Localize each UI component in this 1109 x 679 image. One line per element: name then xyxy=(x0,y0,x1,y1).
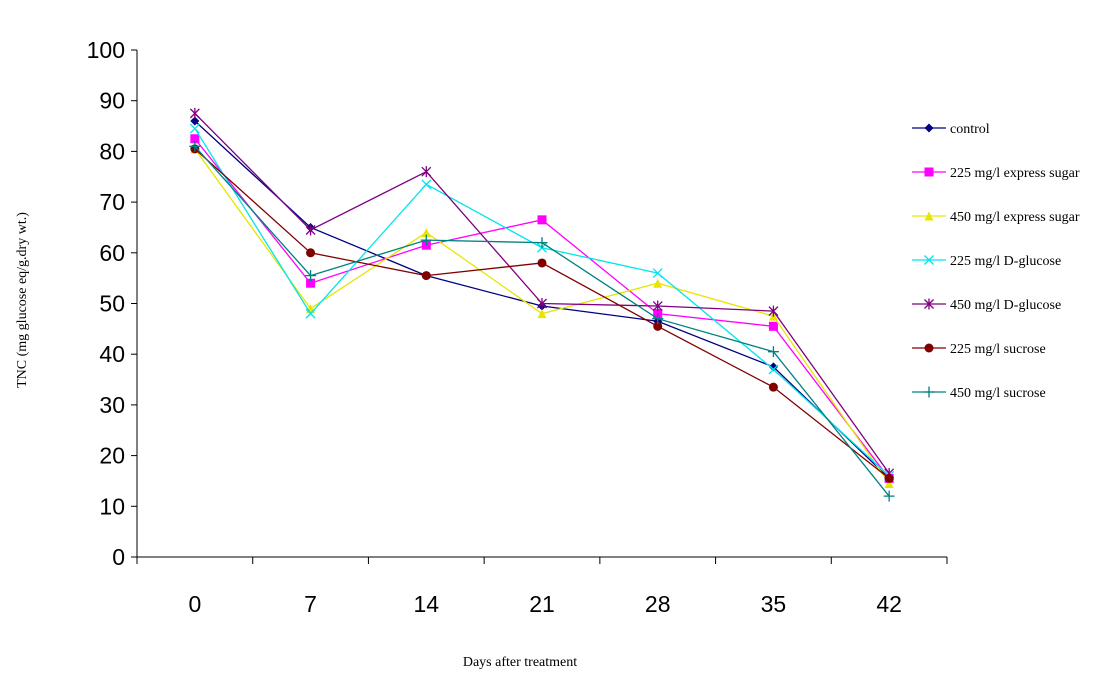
data-point xyxy=(538,309,547,318)
x-tick-label: 35 xyxy=(761,591,787,617)
y-tick-label: 80 xyxy=(99,138,125,164)
y-tick-label: 100 xyxy=(87,37,125,63)
legend-marker xyxy=(925,344,934,353)
x-tick-label: 0 xyxy=(188,591,201,617)
y-tick-label: 30 xyxy=(99,392,125,418)
data-point xyxy=(537,237,548,248)
legend-marker xyxy=(924,387,935,398)
legend-label: control xyxy=(950,122,990,137)
y-axis-title: TNC (mg glucose eq/g.dry wt.) xyxy=(15,212,30,388)
data-point xyxy=(769,383,778,392)
y-tick-label: 10 xyxy=(99,493,125,519)
x-tick-label: 28 xyxy=(645,591,671,617)
data-point xyxy=(306,224,315,235)
data-point xyxy=(885,474,894,483)
y-tick-label: 40 xyxy=(99,341,125,367)
data-point xyxy=(538,258,547,267)
data-point xyxy=(422,180,431,189)
legend-label: 225 mg/l D-glucose xyxy=(950,254,1061,269)
legend-label: 450 mg/l D-glucose xyxy=(950,298,1061,313)
data-point xyxy=(538,215,547,224)
x-tick-label: 14 xyxy=(413,591,439,617)
legend-marker xyxy=(925,124,934,133)
x-axis-title: Days after treatment xyxy=(463,655,577,670)
legend-marker xyxy=(925,168,934,177)
legend-label: 225 mg/l express sugar xyxy=(950,166,1080,181)
data-point xyxy=(653,269,662,278)
data-point xyxy=(422,271,431,280)
data-point xyxy=(769,322,778,331)
x-tick-label: 21 xyxy=(529,591,555,617)
x-tick-label: 42 xyxy=(876,591,902,617)
y-tick-label: 70 xyxy=(99,189,125,215)
x-tick-label: 7 xyxy=(304,591,317,617)
y-tick-label: 20 xyxy=(99,443,125,469)
series-line xyxy=(195,146,889,496)
data-point xyxy=(653,279,662,288)
y-tick-label: 50 xyxy=(99,291,125,317)
y-tick-label: 60 xyxy=(99,240,125,266)
page: {"chart_data": {"type": "line", "x_label… xyxy=(0,0,1109,679)
data-point xyxy=(306,248,315,257)
legend-label: 450 mg/l express sugar xyxy=(950,210,1080,225)
data-point xyxy=(190,108,199,119)
legend-label: 450 mg/l sucrose xyxy=(950,386,1046,401)
y-tick-label: 0 xyxy=(112,544,125,570)
y-tick-label: 90 xyxy=(99,88,125,114)
chart: Days after treatment TNC (mg glucose eq/… xyxy=(0,0,1109,679)
data-point xyxy=(422,166,431,177)
legend-label: 225 mg/l sucrose xyxy=(950,342,1046,357)
